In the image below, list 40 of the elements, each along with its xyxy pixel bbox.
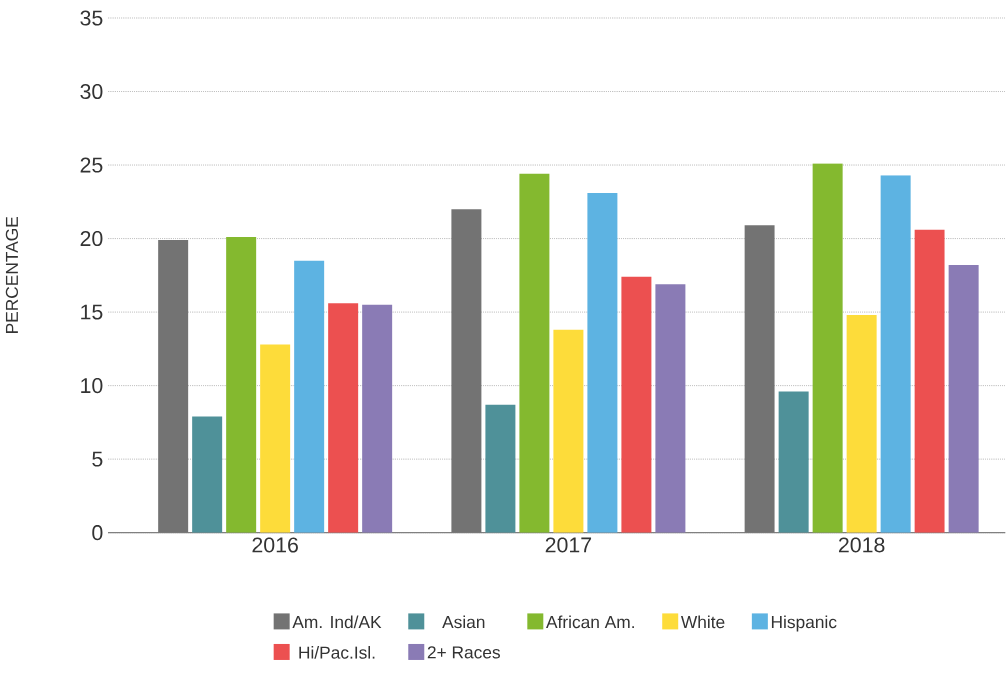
legend-label: Hi/Pac.Isl.: [299, 646, 375, 659]
x-tick-label: 2018: [838, 537, 885, 553]
legend-label: Asian: [442, 615, 485, 629]
bar: [328, 303, 359, 533]
legend-label: 2+ Races: [427, 646, 500, 659]
bar: [778, 391, 809, 533]
bar: [451, 209, 482, 533]
x-tick-label: 2017: [545, 537, 592, 553]
bar: [655, 284, 686, 533]
y-tick-label: 10: [81, 378, 103, 394]
y-axis-title: PERCENTAGE: [5, 217, 19, 334]
y-tick-label: 5: [92, 451, 103, 467]
bar: [621, 276, 652, 533]
bar: [192, 416, 223, 533]
bar: [553, 329, 584, 533]
bar: [260, 344, 291, 533]
bar: [744, 225, 775, 533]
bar: [519, 174, 550, 533]
y-tick-label: 0: [92, 525, 103, 541]
legend-label: Hispanic: [771, 615, 837, 632]
bar: [158, 240, 189, 533]
legend-label: Am. Ind/AK: [292, 615, 382, 629]
bar: [294, 260, 325, 533]
x-tick-label: 2016: [252, 537, 298, 553]
bar: [485, 404, 516, 533]
bar: [226, 237, 257, 533]
legend-label: White: [680, 615, 725, 629]
y-tick-label: 30: [80, 84, 103, 100]
bar: [880, 175, 911, 533]
bar: [587, 193, 618, 533]
bar: [812, 163, 843, 533]
bar: [914, 229, 945, 533]
bar: [362, 304, 393, 533]
y-tick-label: 15: [81, 304, 103, 320]
bar: [948, 265, 979, 533]
y-tick-label: 20: [80, 231, 103, 247]
y-tick-label: 35: [80, 10, 103, 26]
bar: [846, 315, 877, 533]
y-tick-label: 25: [80, 157, 103, 173]
legend-label: African Am.: [546, 615, 634, 629]
